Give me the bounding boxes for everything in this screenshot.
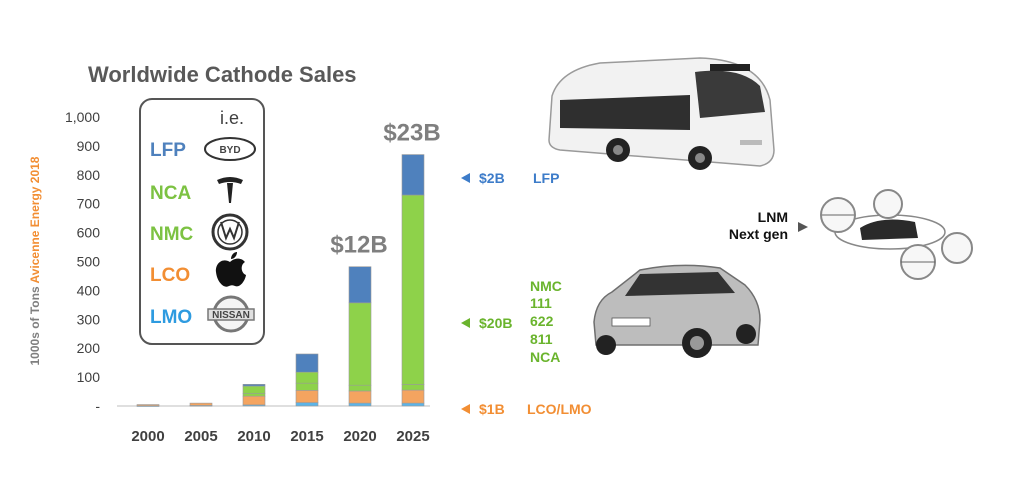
y-tick-label: 600 (77, 225, 101, 241)
legend-label-nmc: NMC (150, 224, 194, 245)
y-tick-label: 800 (77, 167, 101, 183)
bar-annotations: $12B $23B (330, 120, 440, 259)
callout-lfp-label: LFP (533, 170, 559, 186)
bar-segment-lmo (295, 402, 319, 407)
y-tick-label: 700 (77, 196, 101, 212)
bar-segment-lco (189, 402, 213, 406)
bar-segment-nca (242, 392, 266, 397)
callout-lnm-line: LNM (758, 209, 788, 225)
callout-nmc-line: NMC (530, 278, 562, 294)
legend-label-lmo: LMO (150, 307, 192, 328)
bars (136, 154, 425, 407)
apple-logo-icon (215, 252, 246, 287)
y-axis-ticks: - 100 200 300 400 500 600 700 800 900 1,000 (65, 109, 100, 414)
byd-logo-text: BYD (219, 145, 240, 156)
callout-nmc-line: 811 (530, 331, 553, 347)
bar-segment-lfp (401, 154, 425, 196)
y-tick-label: 400 (77, 282, 101, 298)
bar-segment-nmc (242, 385, 266, 394)
callout-lnm-line: Next gen (729, 226, 788, 242)
y-tick-label: 1,000 (65, 109, 100, 125)
bar-segment-nca (401, 384, 425, 391)
y-axis-label-source: Avicenne Energy 2018 (28, 156, 42, 283)
callout-nmc-line: 111 (530, 295, 552, 311)
bar-segment-nca (295, 382, 319, 391)
nissan-logo-text: NISSAN (212, 310, 250, 321)
callout-lco: $1B LCO/LMO (461, 401, 592, 417)
y-axis-label: 1000s of Tons Avicenne Energy 2018 (28, 156, 42, 365)
callout-lco-value: $1B (479, 401, 505, 417)
legend-label-lco: LCO (150, 265, 190, 286)
hatchback-car-image (593, 264, 761, 358)
arrow-left-icon (461, 318, 470, 328)
bar-value-annotation: $12B (330, 232, 387, 259)
bar-segment-lfp (348, 266, 372, 304)
x-tick-label: 2005 (184, 428, 217, 445)
air-taxi-drone-image (820, 189, 973, 280)
y-tick-label: 300 (77, 311, 101, 327)
arrow-right-icon (798, 222, 808, 232)
callout-lnm: LNM Next gen (729, 209, 808, 242)
bar-segment-lco (401, 389, 425, 404)
chart-title: Worldwide Cathode Sales (88, 62, 357, 87)
bar-segment-lco (242, 395, 266, 406)
legend: i.e. LFP BYD NCA NMC LCO LMO NISSAN (139, 98, 265, 345)
callout-nmc-line: 622 (530, 313, 554, 329)
callout-lfp: $2B LFP (461, 170, 559, 186)
x-tick-label: 2015 (290, 428, 323, 445)
x-tick-label: 2020 (343, 428, 376, 445)
bar-segment-lco (348, 390, 372, 404)
callout-nmc-value: $20B (479, 315, 512, 331)
y-tick-label: 900 (77, 138, 101, 154)
callout-nmc: $20B NMC 111 622 811 NCA (461, 278, 562, 365)
bar-segment-nmc (295, 371, 319, 384)
callout-nmc-line: NCA (530, 349, 560, 365)
legend-header: i.e. (220, 108, 244, 128)
bar-segment-lmo (401, 402, 425, 407)
bar-segment-lfp (242, 384, 266, 387)
electric-bus-image (548, 57, 775, 170)
y-tick-label: - (95, 398, 100, 414)
bar-segment-lco (295, 390, 319, 403)
arrow-left-icon (461, 404, 470, 414)
x-axis-ticks: 2000 2005 2010 2015 2020 2025 (131, 428, 429, 445)
bar-segment-nmc (348, 302, 372, 386)
callout-lco-label: LCO/LMO (527, 401, 592, 417)
volkswagen-logo-icon (211, 213, 249, 251)
bar-segment-lmo (348, 402, 372, 407)
x-tick-label: 2000 (131, 428, 164, 445)
nissan-logo-icon: NISSAN (207, 295, 255, 333)
bar-segment-nca (348, 384, 372, 392)
tesla-logo-icon (217, 177, 243, 203)
arrow-left-icon (461, 173, 470, 183)
x-tick-label: 2025 (396, 428, 429, 445)
bar-segment-lco (136, 404, 160, 407)
callout-lfp-value: $2B (479, 170, 505, 186)
legend-label-nca: NCA (150, 183, 191, 204)
y-tick-label: 100 (77, 369, 101, 385)
bar-value-annotation: $23B (383, 120, 440, 147)
y-tick-label: 200 (77, 340, 101, 356)
x-tick-label: 2010 (237, 428, 270, 445)
bar-segment-lfp (295, 353, 319, 373)
y-tick-label: 500 (77, 254, 101, 270)
legend-label-lfp: LFP (150, 140, 186, 161)
bar-segment-nmc (401, 194, 425, 385)
byd-logo-icon: BYD (204, 137, 256, 161)
y-axis-label-units: 1000s of Tons (28, 286, 42, 365)
